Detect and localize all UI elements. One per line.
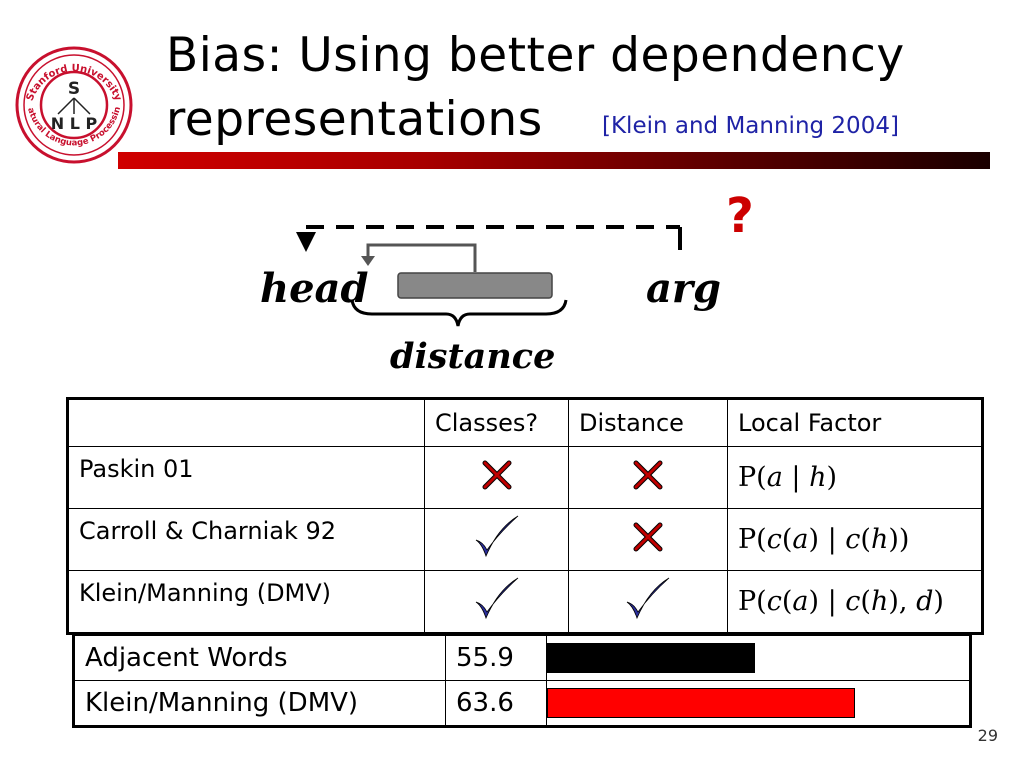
header-cell-empty xyxy=(67,398,425,447)
table-row: Paskin 01 P(a | h) xyxy=(67,446,983,509)
head-label: head xyxy=(260,265,368,312)
table-row: Klein/Manning (DMV) P(c(a) | c(h), d) xyxy=(67,570,983,634)
title-divider xyxy=(118,152,990,169)
results-bar-table: Adjacent Words 55.9 Klein/Manning (DMV) … xyxy=(72,633,972,728)
bar-cell xyxy=(546,680,971,727)
slide-title-line-2: representations xyxy=(166,92,543,147)
dependency-diagram: head arg distance ? xyxy=(260,188,754,377)
cross-icon xyxy=(568,446,728,509)
header-cell-classes: Classes? xyxy=(424,398,569,447)
page-number: 29 xyxy=(977,726,998,745)
distance-label: distance xyxy=(390,336,555,377)
bar-klein-manning-dmv xyxy=(547,688,855,718)
model-comparison-table: Classes? Distance Local Factor Paskin 01… xyxy=(66,397,984,635)
slide-title-line-1: Bias: Using better dependency xyxy=(166,28,905,83)
check-icon xyxy=(424,508,569,571)
local-factor-formula: P(a | h) xyxy=(727,446,983,509)
bar-adjacent-words xyxy=(547,643,756,673)
local-factor-formula: P(c(a) | c(h), d) xyxy=(727,570,983,634)
header-cell-distance: Distance xyxy=(568,398,728,447)
table-row: Carroll & Charniak 92 P(c(a) | c(h)) xyxy=(67,508,983,571)
intervening-words-box xyxy=(397,272,553,299)
intermediate-arrowhead xyxy=(361,256,375,266)
table-row: Klein/Manning (DMV) 63.6 xyxy=(73,680,971,727)
citation: [Klein and Manning 2004] xyxy=(602,113,899,139)
stanford-nlp-logo: Stanford University Natural Language Pro… xyxy=(14,30,133,164)
logo-letter-s: S xyxy=(68,79,80,99)
row-name: Paskin 01 xyxy=(67,446,425,509)
logo-letters-nlp: N L P xyxy=(51,114,98,133)
result-label: Adjacent Words xyxy=(73,634,446,681)
table-header-row: Classes? Distance Local Factor xyxy=(67,398,983,447)
result-value: 55.9 xyxy=(445,634,547,681)
header-cell-local-factor: Local Factor xyxy=(727,398,983,447)
table-row: Adjacent Words 55.9 xyxy=(73,634,971,681)
intermediate-dependency-line xyxy=(366,243,477,272)
check-icon xyxy=(568,570,728,634)
arg-label: arg xyxy=(646,265,721,312)
row-name: Klein/Manning (DMV) xyxy=(67,570,425,634)
local-factor-formula: P(c(a) | c(h)) xyxy=(727,508,983,571)
check-icon xyxy=(424,570,569,634)
result-label: Klein/Manning (DMV) xyxy=(73,680,446,727)
bar-cell xyxy=(546,634,971,681)
head-arrowhead xyxy=(296,232,316,252)
question-mark: ? xyxy=(726,188,754,244)
cross-icon xyxy=(424,446,569,509)
result-value: 63.6 xyxy=(445,680,547,727)
distance-brace xyxy=(350,299,568,327)
row-name: Carroll & Charniak 92 xyxy=(67,508,425,571)
cross-icon xyxy=(568,508,728,571)
